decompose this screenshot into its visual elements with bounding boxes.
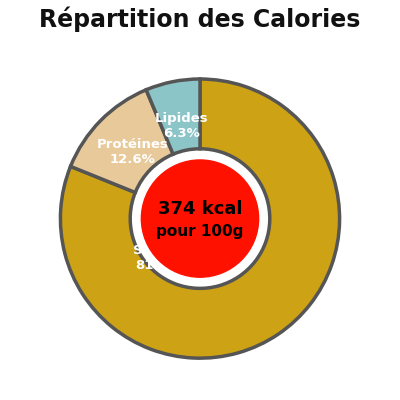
Wedge shape bbox=[60, 79, 340, 358]
Text: 374 kcal: 374 kcal bbox=[158, 200, 242, 218]
Wedge shape bbox=[146, 79, 200, 154]
Text: pour 100g: pour 100g bbox=[156, 224, 244, 239]
Circle shape bbox=[141, 160, 259, 277]
Wedge shape bbox=[70, 90, 173, 192]
Text: Protéines
12.6%: Protéines 12.6% bbox=[96, 138, 168, 166]
Title: Répartition des Calories: Répartition des Calories bbox=[39, 7, 361, 32]
Text: Lipides
6.3%: Lipides 6.3% bbox=[154, 112, 208, 140]
Text: Sucres
81.1%: Sucres 81.1% bbox=[133, 244, 183, 272]
